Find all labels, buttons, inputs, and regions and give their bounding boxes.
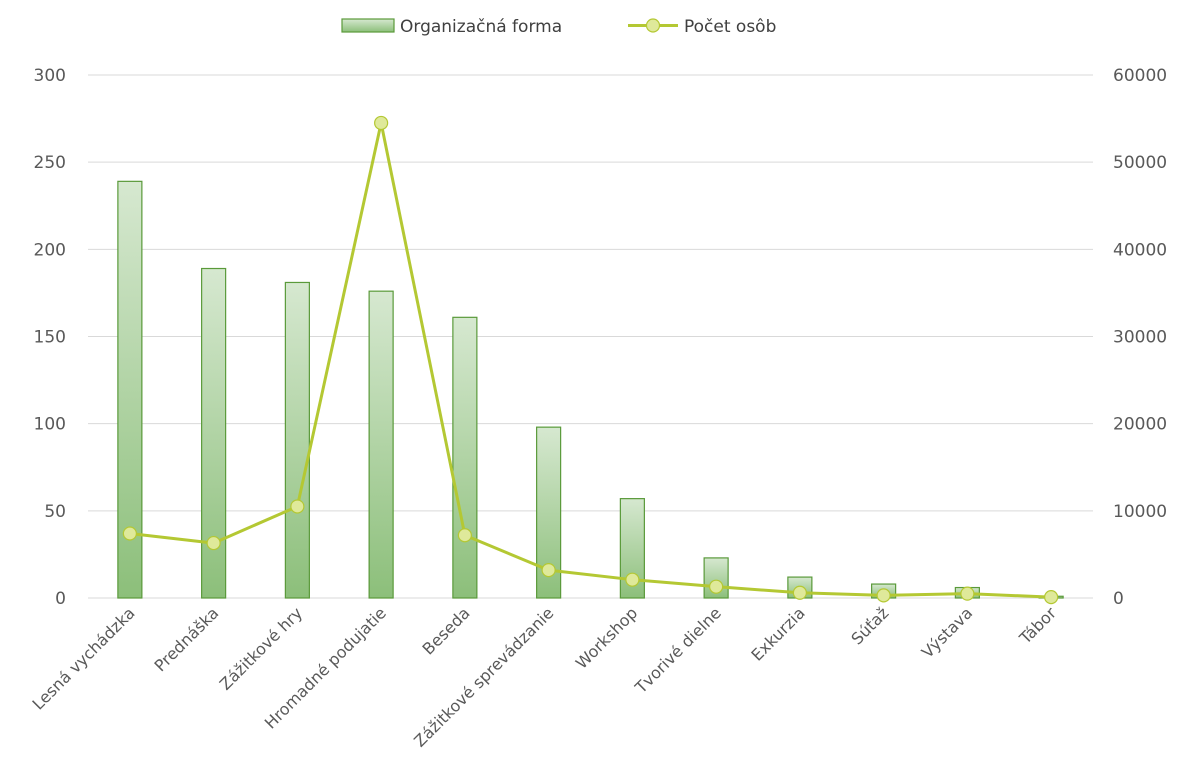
legend-label-line: Počet osôb: [684, 17, 776, 37]
right-tick-label: 50000: [1113, 153, 1167, 173]
right-tick-label: 20000: [1113, 415, 1167, 435]
line-point[interactable]: [1044, 590, 1059, 605]
category-label: Lesná vychádzka: [28, 603, 138, 713]
left-tick-label: 0: [55, 589, 66, 609]
right-axis-ticks: 0 10000 20000 30000 40000 50000 60000: [1113, 66, 1167, 609]
category-label: Tábor: [1015, 603, 1060, 648]
line-point[interactable]: [374, 115, 389, 131]
category-label: Workshop: [572, 603, 641, 672]
right-tick-label: 60000: [1113, 66, 1167, 86]
series-line: [129, 121, 1052, 599]
category-label: Zážitkové sprevádzanie: [410, 603, 557, 750]
legend-marker-sample: [645, 18, 661, 33]
bar-series: [117, 180, 1064, 599]
gridlines: [88, 74, 1093, 599]
category-label: Výstava: [918, 603, 976, 661]
right-tick-label: 30000: [1113, 328, 1167, 348]
line-point[interactable]: [206, 535, 221, 551]
line-point[interactable]: [960, 586, 975, 601]
left-tick-label: 150: [34, 328, 66, 348]
line-point[interactable]: [625, 572, 640, 587]
line-point[interactable]: [122, 526, 137, 541]
line-point[interactable]: [709, 579, 724, 594]
bar[interactable]: [452, 316, 478, 599]
line-series: [122, 115, 1059, 605]
legend: Organizačná forma Počet osôb: [341, 17, 776, 37]
left-tick-label: 50: [44, 502, 66, 522]
right-tick-label: 10000: [1113, 502, 1167, 522]
left-axis-ticks: 0 50 100 150 200 250 300: [34, 66, 66, 609]
left-tick-label: 200: [34, 240, 66, 260]
category-label: Exkurzia: [747, 603, 808, 664]
category-label: Súťaž: [847, 603, 892, 648]
bar[interactable]: [284, 281, 310, 599]
category-label: Tvorivé dielne: [631, 603, 725, 697]
left-tick-label: 300: [34, 66, 66, 86]
left-tick-label: 250: [34, 153, 66, 173]
line-point[interactable]: [541, 563, 556, 578]
category-label: Beseda: [419, 603, 474, 658]
bar[interactable]: [368, 290, 394, 599]
line-point[interactable]: [876, 588, 891, 603]
category-label: Prednáška: [151, 603, 223, 675]
legend-item-bars[interactable]: Organizačná forma: [341, 17, 562, 37]
left-tick-label: 100: [34, 415, 66, 435]
category-label: Zážitkové hry: [216, 603, 306, 693]
line-point[interactable]: [290, 499, 305, 514]
right-tick-label: 0: [1113, 589, 1124, 609]
line-point[interactable]: [457, 528, 472, 543]
legend-item-line[interactable]: Počet osôb: [628, 17, 776, 37]
right-tick-label: 40000: [1113, 240, 1167, 260]
legend-label-bars: Organizačná forma: [400, 17, 562, 37]
legend-swatch-bars: [341, 18, 395, 33]
line-point[interactable]: [792, 585, 807, 600]
